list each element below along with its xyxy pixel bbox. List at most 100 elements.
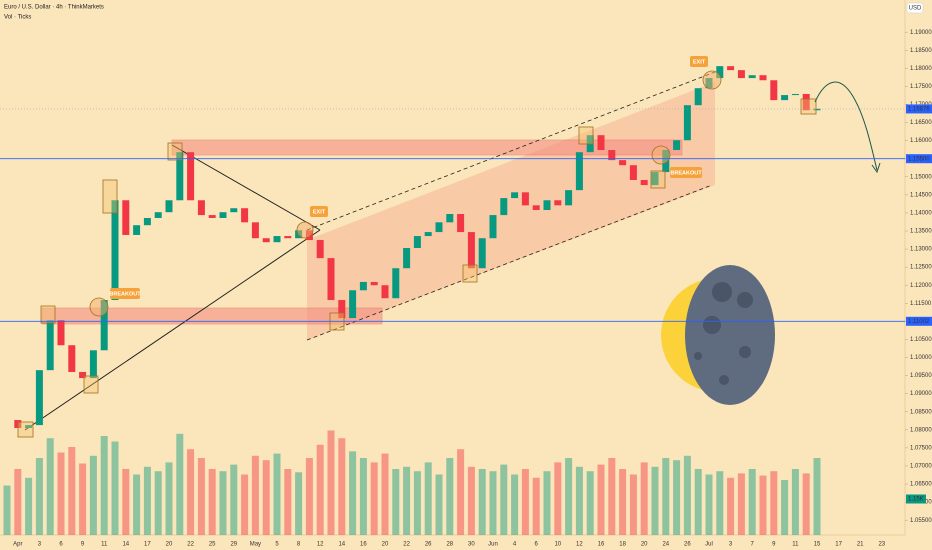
candle-body (251, 222, 259, 239)
candle-body (748, 75, 756, 79)
y-tick-label: 1.08000 (910, 427, 932, 433)
candle-body (89, 350, 97, 379)
y-tick-label: 1.16500 (910, 120, 932, 126)
x-tick-label: 3 (38, 542, 42, 548)
y-tick-label: 1.18000 (910, 66, 932, 72)
volume-bar (143, 466, 151, 535)
volume-bar (467, 466, 475, 535)
candle-body (608, 150, 616, 161)
candle-body (187, 152, 195, 201)
candle-body (403, 247, 411, 269)
volume-bar (435, 474, 443, 535)
x-tick-label: 6 (535, 542, 539, 548)
x-tick-label: 5 (275, 542, 279, 548)
candle-body (457, 214, 465, 233)
volume-bar (651, 466, 659, 535)
x-tick-label: 16 (360, 542, 367, 548)
price-label: 1.15500 (908, 156, 930, 162)
x-tick-label: 9 (772, 542, 776, 548)
x-tick-label: 11 (792, 542, 799, 548)
candle-body (273, 236, 281, 243)
volume-bar (554, 462, 562, 535)
currency[interactable]: USD (909, 6, 922, 12)
x-tick-label: Apr (13, 542, 22, 548)
candle-body (392, 268, 400, 299)
volume-bar (511, 474, 519, 535)
volume-bar (262, 460, 270, 535)
triangle-upper (171, 144, 321, 231)
y-tick-label: 1.13000 (910, 247, 932, 253)
candle-body (467, 232, 475, 269)
volume-bar (14, 469, 22, 535)
marker-box (83, 375, 99, 394)
volume-bar (727, 477, 735, 535)
currency-button[interactable] (906, 2, 924, 14)
y-tick-label: 1.05500 (910, 518, 932, 524)
volume-bar (89, 455, 97, 535)
volume-bar (662, 458, 670, 535)
candle-body (575, 152, 583, 191)
marker-circle (651, 145, 671, 165)
candle-body (640, 180, 648, 186)
candle-body (759, 75, 767, 81)
volume-bar (338, 438, 346, 535)
price-label-bg (906, 316, 932, 326)
volume-bar (327, 430, 335, 535)
x-tick-label: 14 (338, 542, 345, 548)
x-tick-label: 14 (122, 542, 129, 548)
volume-bar (176, 433, 184, 535)
y-tick-label: 1.09000 (910, 391, 932, 397)
candle-body (165, 200, 173, 213)
y-tick-label: 1.18500 (910, 48, 932, 54)
marker-circle (702, 70, 722, 90)
volume-bar (500, 464, 508, 535)
y-tick-label: 1.07000 (910, 464, 932, 470)
candle-body (694, 88, 702, 106)
candle-body (673, 140, 681, 151)
volume-bar (586, 471, 594, 535)
y-tick-label: 1.11500 (910, 301, 932, 307)
candle-body (338, 300, 346, 319)
y-tick-label: 1.12000 (910, 283, 932, 289)
candle-body (791, 93, 799, 96)
candle-body (435, 222, 443, 233)
candle-body (489, 215, 497, 239)
candle-body (521, 192, 529, 206)
candle-body (197, 200, 205, 216)
y-tick-label: 1.12500 (910, 265, 932, 271)
x-tick-label: 17 (144, 542, 151, 548)
channel-lower (306, 184, 713, 341)
candle-body (554, 200, 562, 206)
candle-body (230, 208, 238, 213)
volume-bar (154, 471, 162, 535)
volume-bar (197, 458, 205, 535)
channel-upper (306, 69, 721, 231)
volume-bar (565, 458, 573, 535)
plot (3, 66, 821, 535)
annotation-bg (110, 288, 140, 299)
volume-bar (392, 469, 400, 535)
volume-bar (457, 449, 465, 535)
volume-bar (284, 469, 292, 535)
volume-bar (575, 466, 583, 535)
volume-bar (759, 475, 767, 535)
y-tick-label: 1.15000 (910, 174, 932, 180)
volume-bar (424, 462, 432, 535)
candle-body (565, 190, 573, 206)
y-tick-label: 1.14500 (910, 192, 932, 198)
price-label: 1.16876 (908, 107, 930, 113)
marker-box (167, 142, 183, 161)
drawings (24, 69, 721, 431)
volume-bar (478, 469, 486, 535)
candle-body (262, 238, 270, 243)
candle-body (543, 200, 551, 211)
candle-body (424, 232, 432, 237)
candle-body (619, 160, 627, 166)
volume-bar (770, 471, 778, 535)
candle-body (219, 212, 227, 218)
candle-body (316, 240, 324, 259)
volume-bar (241, 474, 249, 535)
y-tick-label: 1.13500 (910, 229, 932, 235)
marker-box (462, 264, 478, 283)
